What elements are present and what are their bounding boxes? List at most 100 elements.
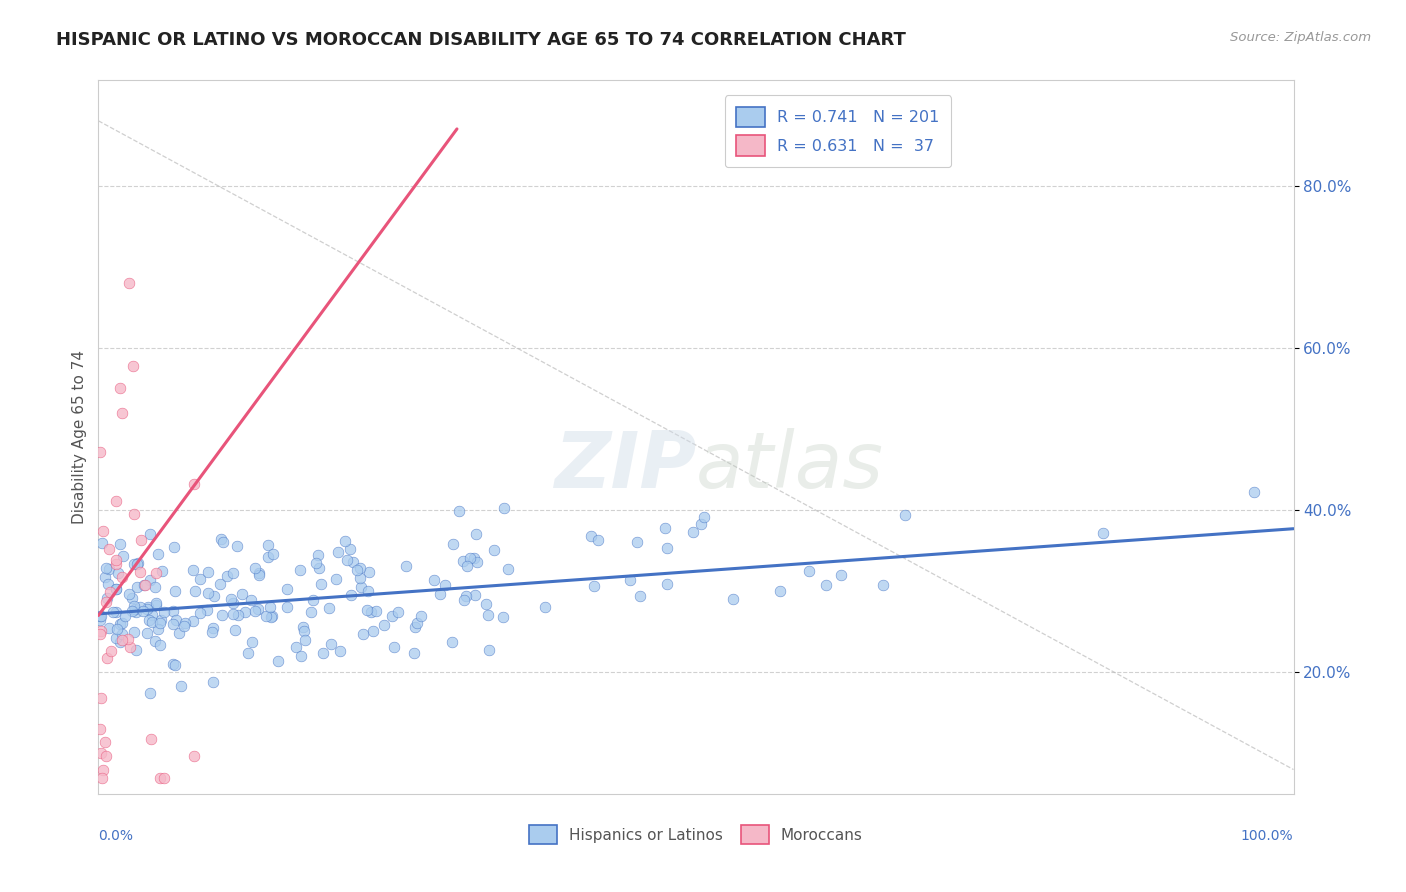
Point [149,771,172,785]
Point [163,584,186,599]
Point [183,477,205,491]
Point [443,537,465,551]
Point [108,381,131,395]
Point [108,635,131,649]
Point [89,609,111,624]
Point [441,634,464,648]
Point [492,500,515,515]
Point [202,589,225,603]
Point [132,578,155,592]
Point [145,634,167,648]
Text: ZIP: ZIP [554,427,696,504]
Point [222,607,245,622]
Point [342,555,364,569]
Point [382,640,405,655]
Point [340,588,363,602]
Text: 100.0%: 100.0% [1241,830,1294,843]
Point [165,613,187,627]
Point [111,570,134,584]
Point [124,599,146,614]
Point [134,578,156,592]
Point [141,615,163,630]
Point [409,609,432,624]
Point [325,572,347,586]
Point [451,554,474,568]
Point [360,606,382,620]
Point [162,603,184,617]
Point [463,551,485,566]
Point [339,541,361,556]
Point [128,599,150,614]
Point [162,617,184,632]
Point [111,406,134,420]
Point [478,642,501,657]
Point [361,624,384,638]
Point [97,577,120,591]
Point [104,631,127,645]
Point [872,578,894,592]
Point [260,610,283,624]
Point [139,732,162,747]
Point [145,566,167,581]
Point [233,605,256,619]
Point [150,613,173,627]
Point [131,533,153,547]
Point [197,586,219,600]
Point [682,525,704,540]
Point [406,615,429,630]
Point [201,621,224,635]
Point [90,535,112,549]
Point [184,583,207,598]
Point [588,533,610,547]
Point [91,763,114,777]
Point [121,359,143,373]
Point [294,633,316,648]
Point [98,562,121,576]
Point [299,606,322,620]
Point [121,591,143,605]
Point [90,691,112,706]
Point [475,598,498,612]
Point [215,569,238,583]
Point [222,566,245,580]
Point [105,582,128,596]
Point [118,587,141,601]
Point [181,563,204,577]
Point [104,605,127,619]
Point [138,686,160,700]
Point [121,604,143,618]
Point [243,561,266,575]
Point [799,565,821,579]
Point [336,553,359,567]
Point [89,722,111,736]
Point [104,582,127,596]
Point [309,577,332,591]
Point [460,551,482,566]
Point [290,563,312,577]
Point [619,573,641,587]
Point [491,610,513,624]
Point [138,613,160,627]
Point [162,657,184,672]
Point [125,605,148,619]
Point [143,580,166,594]
Point [89,626,111,640]
Point [307,548,329,562]
Point [247,602,270,616]
Point [96,595,118,609]
Point [308,560,330,574]
Point [146,547,169,561]
Point [464,526,486,541]
Point [103,605,125,619]
Point [582,579,605,593]
Point [188,606,211,620]
Point [482,542,505,557]
Point [90,747,112,761]
Point [195,603,218,617]
Point [145,599,167,613]
Point [89,445,111,459]
Point [301,592,323,607]
Point [122,557,145,571]
Point [226,539,249,553]
Point [107,566,129,580]
